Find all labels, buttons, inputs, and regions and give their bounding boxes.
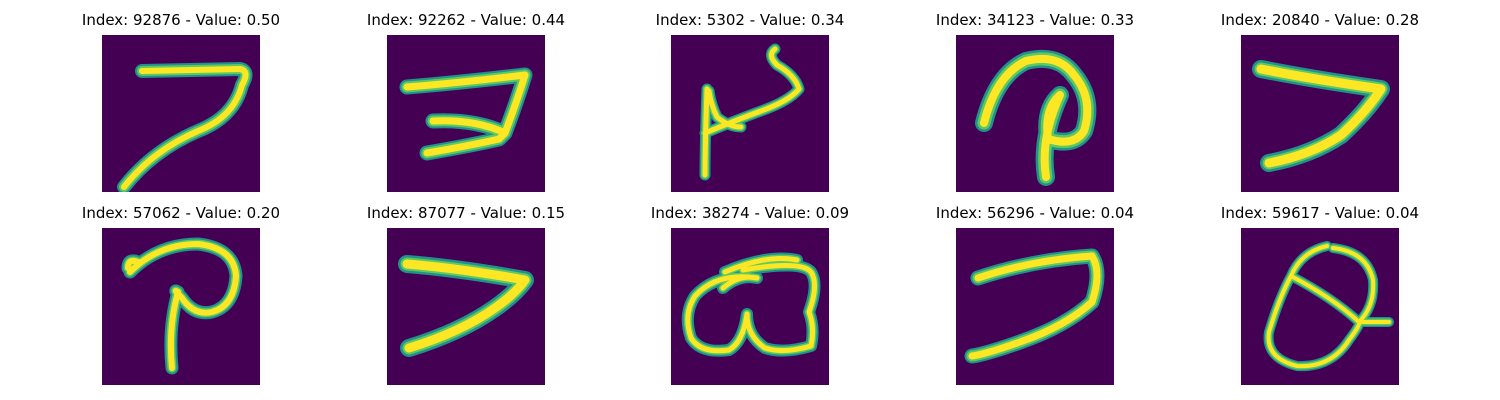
panel-4: Index: 34123 - Value: 0.33	[890, 10, 1180, 200]
panel-10: Index: 59617 - Value: 0.04	[1175, 203, 1465, 393]
panel-image	[387, 228, 545, 385]
digit-glyph-seven	[1252, 60, 1390, 172]
digit-glyph-loops	[681, 252, 821, 357]
digit-glyph-seven	[117, 62, 253, 192]
panel-image	[102, 228, 260, 385]
panel-1: Index: 92876 - Value: 0.50	[36, 10, 326, 200]
panel-7: Index: 87077 - Value: 0.15	[321, 203, 611, 393]
panel-title: Index: 87077 - Value: 0.15	[366, 204, 566, 222]
panel-image	[102, 35, 260, 192]
panel-image	[956, 228, 1114, 385]
panel-title: Index: 92876 - Value: 0.50	[81, 11, 281, 29]
panel-title: Index: 56296 - Value: 0.04	[935, 204, 1135, 222]
panel-8: Index: 38274 - Value: 0.09	[605, 203, 895, 393]
panel-title: Index: 38274 - Value: 0.09	[650, 204, 850, 222]
panel-image	[671, 228, 829, 385]
panel-image	[1241, 228, 1399, 385]
panel-title: Index: 5302 - Value: 0.34	[655, 11, 845, 29]
panel-image	[956, 35, 1114, 192]
panel-title: Index: 57062 - Value: 0.20	[81, 204, 281, 222]
panel-image	[387, 35, 545, 192]
digit-glyph-seven	[964, 248, 1105, 364]
panel-title: Index: 92262 - Value: 0.44	[366, 11, 566, 29]
digit-glyph-p	[121, 237, 243, 375]
digit-glyph-oval	[1263, 241, 1394, 372]
digit-glyph-curved	[699, 43, 805, 181]
panel-title: Index: 20840 - Value: 0.28	[1220, 11, 1420, 29]
panel-title: Index: 59617 - Value: 0.04	[1220, 204, 1420, 222]
panel-6: Index: 57062 - Value: 0.20	[36, 203, 326, 393]
digit-glyph-seven	[398, 255, 534, 357]
digit-glyph-p	[975, 49, 1097, 186]
panel-9: Index: 56296 - Value: 0.04	[890, 203, 1180, 393]
panel-image	[671, 35, 829, 192]
panel-3: Index: 5302 - Value: 0.34	[605, 10, 895, 200]
panel-5: Index: 20840 - Value: 0.28	[1175, 10, 1465, 200]
panel-title: Index: 34123 - Value: 0.33	[935, 11, 1135, 29]
digit-glyph-seven-crossed	[399, 67, 533, 161]
panel-2: Index: 92262 - Value: 0.44	[321, 10, 611, 200]
panel-image	[1241, 35, 1399, 192]
